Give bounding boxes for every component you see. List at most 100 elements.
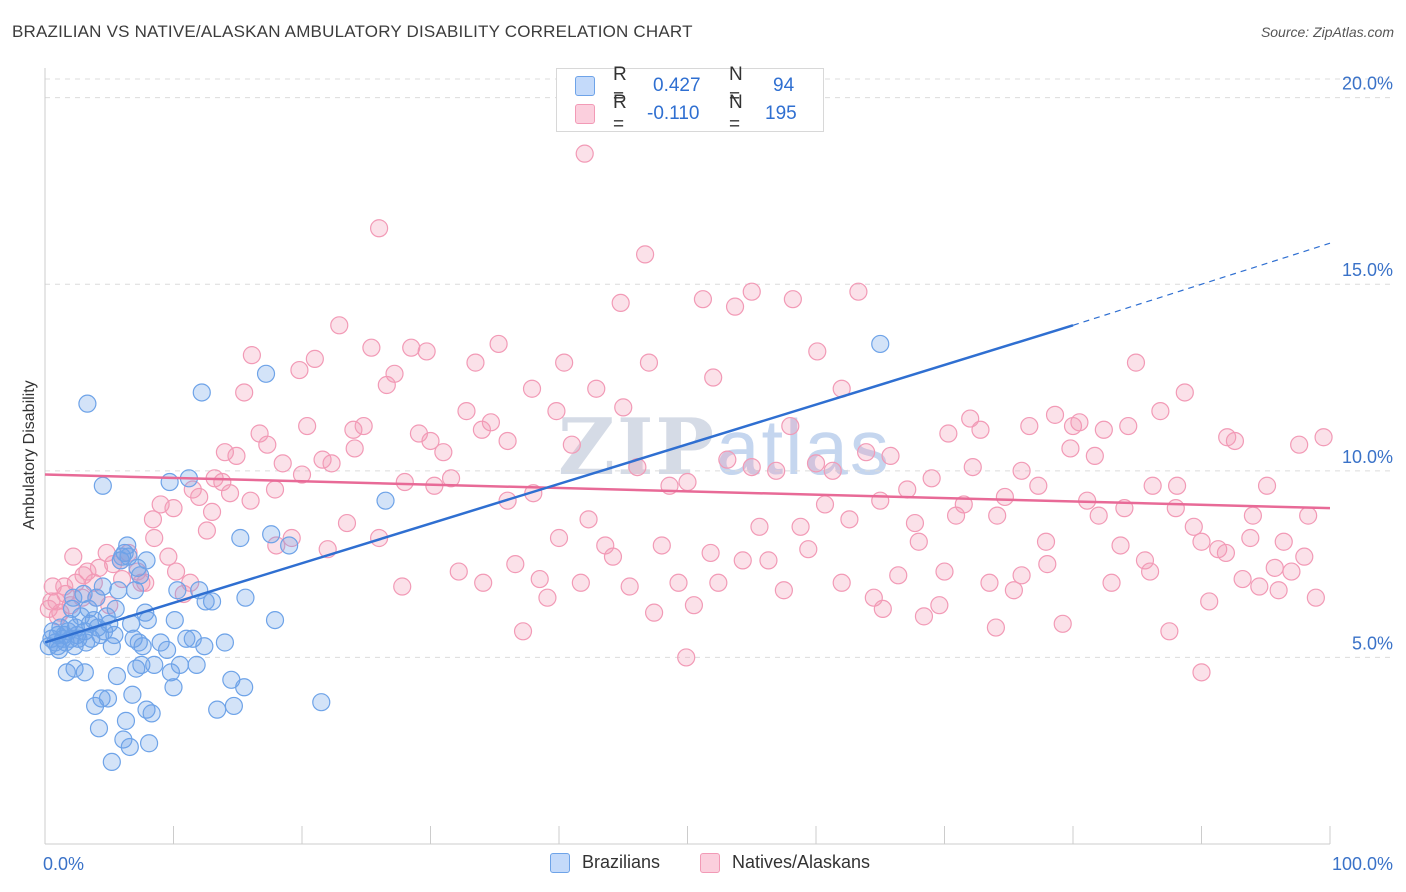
native-alaskan-point (547, 402, 566, 421)
native-alaskan-point (562, 435, 581, 454)
native-alaskan-point (64, 547, 83, 566)
native-alaskan-point (909, 532, 928, 551)
native-alaskan-point (742, 457, 761, 477)
native-alaskan-point (522, 379, 542, 398)
native-alaskan-point (190, 487, 209, 507)
native-alaskan-point (684, 596, 704, 615)
native-alaskan-point (873, 599, 892, 619)
native-alaskan-point (421, 431, 440, 451)
native-alaskan-point (774, 581, 793, 600)
native-alaskan-point (742, 282, 761, 301)
native-alaskan-point (305, 349, 324, 368)
native-alaskan-point (1012, 566, 1031, 585)
native-alaskan-point (1151, 402, 1170, 421)
native-alaskan-point (961, 409, 980, 428)
native-alaskan-point (337, 513, 357, 533)
native-alaskan-point (935, 562, 954, 581)
brazilian-point (106, 599, 125, 619)
native-alaskan-point (362, 338, 381, 357)
chart-title: BRAZILIAN VS NATIVE/ALASKAN AMBULATORY D… (12, 22, 693, 41)
brazilian-point (256, 364, 276, 383)
native-alaskan-point (290, 360, 309, 380)
brazilian-point (195, 637, 214, 656)
native-alaskan-point (417, 342, 436, 361)
native-alaskan-point (709, 573, 728, 592)
native-alaskan-point (97, 543, 116, 563)
brazilian-point (215, 633, 234, 652)
native-alaskan-point (783, 290, 802, 309)
brazilian-point (116, 711, 136, 730)
brazilian-point (168, 581, 187, 600)
native-alaskan-point (939, 424, 958, 443)
native-alaskan-point (1290, 435, 1309, 454)
brazilian-point (265, 610, 285, 630)
legend-swatch-brazilians (575, 76, 595, 96)
native-alaskan-point (1004, 581, 1023, 600)
brazilian-point (376, 491, 395, 510)
brazilian-point (129, 633, 148, 652)
native-alaskan-point (693, 290, 713, 309)
native-alaskan-point (235, 383, 254, 402)
native-alaskan-point (1053, 614, 1072, 633)
native-alaskan-point (555, 353, 574, 372)
native-alaskan-point (370, 219, 389, 238)
native-alaskan-point (857, 443, 876, 462)
native-alaskan-point (988, 506, 1007, 525)
native-alaskan-point (1314, 428, 1333, 447)
native-alaskan-point (1160, 622, 1179, 641)
brazilian-point (157, 640, 177, 660)
n-value: 195 (765, 103, 797, 124)
native-alaskan-point (1061, 439, 1080, 458)
brazilian-point (312, 693, 331, 712)
native-alaskan-point (1175, 383, 1194, 402)
native-alaskan-point (1020, 416, 1039, 436)
brazilian-point (208, 700, 227, 719)
legend-label-brazilians: Brazilians (582, 852, 661, 872)
native-alaskan-point (718, 450, 737, 469)
trend-line-natives (44, 473, 1331, 510)
native-alaskan-point (611, 293, 630, 313)
native-alaskan-point (530, 569, 549, 589)
n-label: N = (729, 64, 743, 107)
native-alaskan-point (1257, 476, 1277, 495)
native-alaskan-point (549, 528, 569, 548)
native-alaskan-point (472, 420, 491, 439)
native-alaskan-point (166, 562, 186, 581)
native-alaskan-point (832, 573, 851, 592)
y-tick-label: 10.0% (1342, 447, 1393, 467)
native-alaskan-point (579, 510, 598, 529)
native-alaskan-point (1045, 405, 1065, 424)
brazilian-point (92, 689, 111, 708)
native-alaskan-point (449, 562, 468, 581)
native-alaskan-point (441, 469, 461, 488)
r-value: -0.110 (647, 103, 700, 124)
x-tick-label: 100.0% (1332, 854, 1393, 874)
native-alaskan-point (1140, 562, 1160, 581)
native-alaskan-point (143, 510, 163, 529)
native-alaskan-point (402, 338, 421, 357)
native-alaskan-point (1166, 499, 1185, 518)
native-alaskan-point (74, 566, 93, 585)
native-alaskan-point (767, 461, 786, 480)
native-alaskan-point (506, 555, 525, 574)
brazilian-point (75, 663, 94, 682)
native-alaskan-point (808, 342, 827, 361)
native-alaskan-point (701, 543, 720, 563)
brazilian-point (114, 730, 133, 749)
watermark-zip: ZIP (558, 402, 717, 493)
brazilian-point (102, 752, 121, 772)
native-alaskan-point (344, 420, 363, 439)
brazilian-point (871, 334, 890, 354)
brazilian-point (170, 655, 190, 674)
native-alaskan-point (1102, 573, 1121, 592)
legend-swatch-brazilians (550, 852, 570, 873)
native-alaskan-point (1192, 663, 1211, 682)
native-alaskan-point (871, 491, 890, 510)
legend-swatch-natives (700, 852, 720, 873)
y-tick-label: 20.0% (1342, 74, 1393, 94)
native-alaskan-point (1094, 420, 1113, 439)
native-alaskan-point (385, 364, 404, 383)
native-alaskan-point (635, 245, 655, 264)
native-alaskan-point (1265, 558, 1284, 577)
